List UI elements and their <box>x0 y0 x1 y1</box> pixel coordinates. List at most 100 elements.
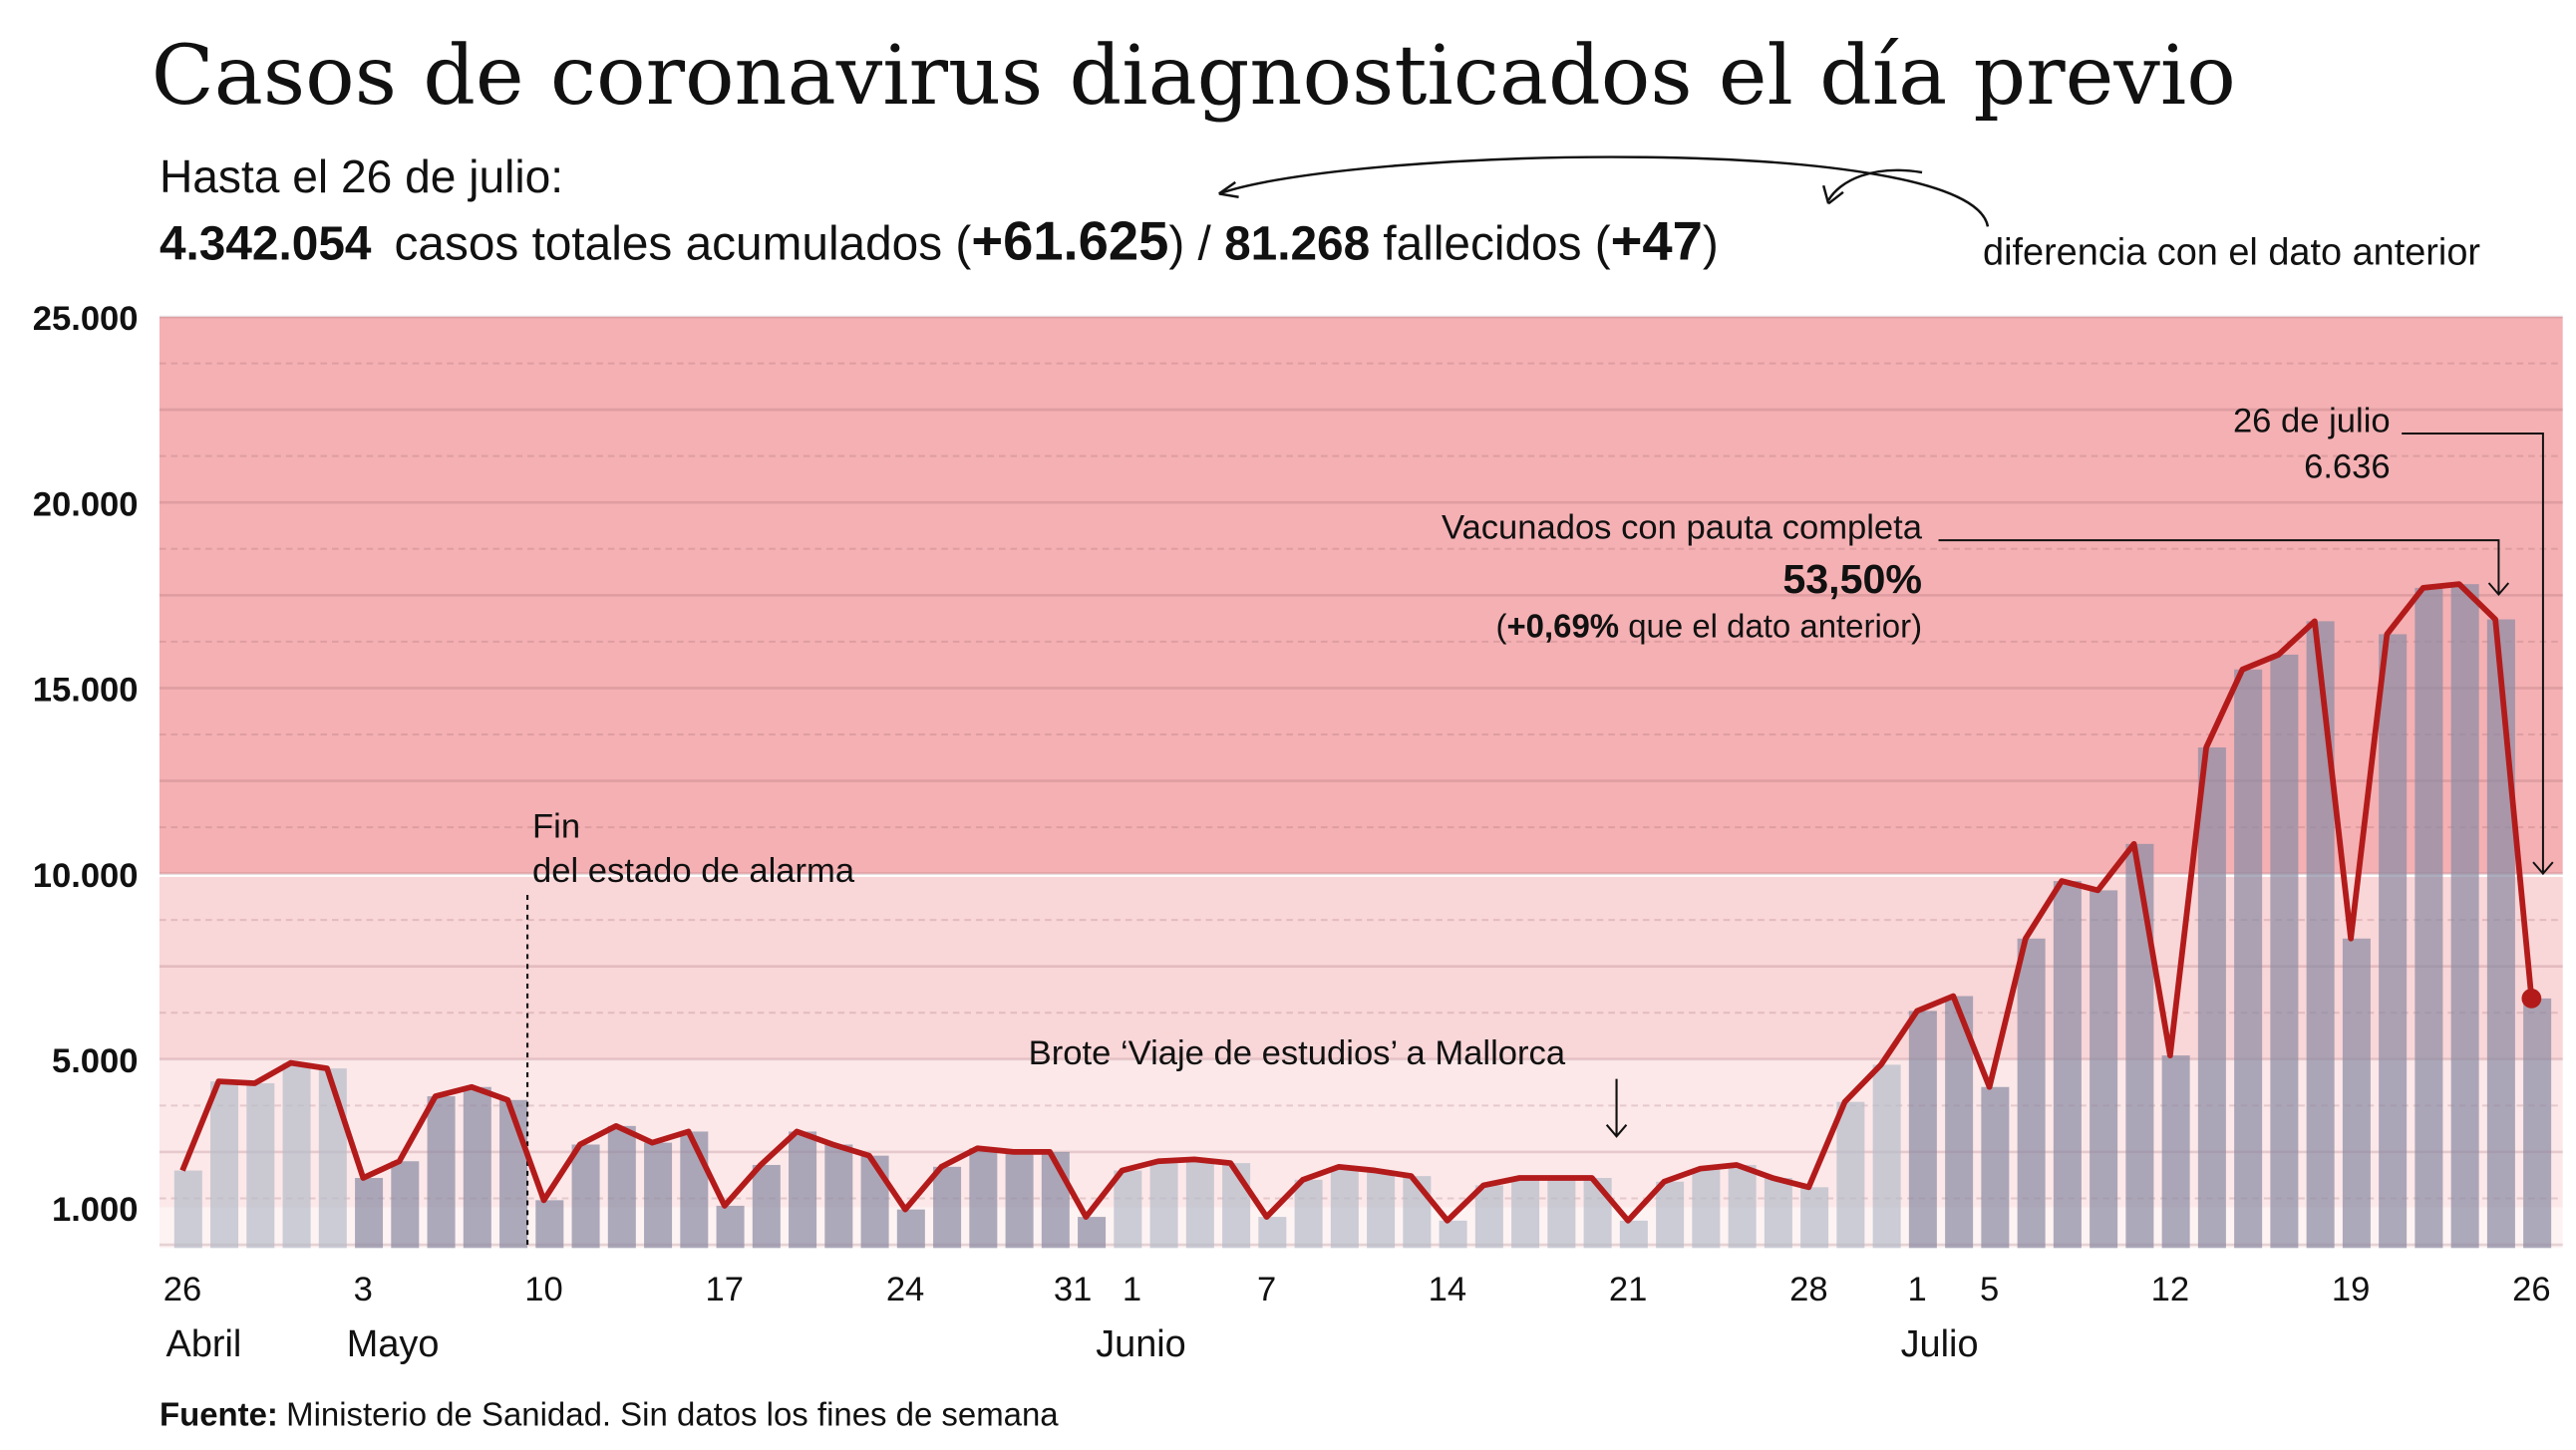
x-tick-label: 21 <box>1609 1271 1647 1308</box>
bar <box>860 1155 889 1249</box>
y-tick-label: 25.000 <box>33 300 139 338</box>
bar <box>318 1068 347 1249</box>
bar <box>1474 1185 1503 1249</box>
y-tick-label: 15.000 <box>33 672 139 710</box>
total-cases-label: casos totales acumulados ( <box>395 217 972 270</box>
x-tick-label: 12 <box>2151 1271 2189 1308</box>
x-tick-label: 3 <box>354 1271 373 1308</box>
bar <box>1403 1176 1432 1249</box>
bar <box>1005 1151 1034 1249</box>
bar <box>535 1200 564 1249</box>
bar <box>391 1161 420 1249</box>
bar <box>752 1164 781 1249</box>
band-mid <box>159 876 2563 1059</box>
bar <box>1547 1177 1576 1249</box>
outbreak-arrow-icon <box>1605 1078 1628 1138</box>
bar <box>1583 1177 1612 1249</box>
bar <box>1367 1170 1396 1249</box>
y-tick-label: 20.000 <box>33 485 139 523</box>
bar <box>1330 1166 1359 1249</box>
x-tick-label: 17 <box>706 1271 744 1308</box>
bar <box>571 1144 600 1249</box>
alarm-label-2: del estado de alarma <box>532 852 855 890</box>
bar <box>1728 1164 1757 1249</box>
bar <box>1078 1217 1107 1249</box>
bar <box>2415 587 2443 1249</box>
bars <box>173 584 2552 1249</box>
bar <box>1800 1187 1829 1249</box>
y-tick-label: 10.000 <box>33 857 139 895</box>
bar <box>427 1096 456 1249</box>
bar <box>1294 1179 1323 1249</box>
x-tick-label: 7 <box>1257 1271 1276 1308</box>
source-text: Ministerio de Sanidad. Sin datos los fin… <box>286 1395 1059 1432</box>
bar <box>173 1170 202 1249</box>
bar <box>1258 1217 1287 1249</box>
vacc-diff: +0,69% <box>1506 607 1619 644</box>
arrowhead-icon <box>1218 180 1239 198</box>
bar <box>210 1081 239 1249</box>
deaths-diff: +47 <box>1611 210 1703 271</box>
bar <box>1114 1170 1142 1249</box>
vacc-value: 53,50% <box>1782 556 1922 602</box>
x-tick-label: 19 <box>2332 1271 2370 1308</box>
bar <box>1692 1168 1721 1249</box>
arrowhead-icon <box>1821 184 1844 205</box>
x-tick-label: 26 <box>2512 1271 2550 1308</box>
vacc-diff-line: (+0,69% que el dato anterior) <box>1495 607 1922 644</box>
last-value-arrow-icon <box>2402 433 2554 876</box>
bar <box>644 1142 673 1249</box>
x-tick-label: 1 <box>1123 1271 1141 1308</box>
bar <box>1656 1181 1685 1249</box>
bar <box>1619 1220 1648 1249</box>
bar <box>2523 998 2552 1249</box>
bar <box>1981 1086 2010 1249</box>
vacc-label: Vacunados con pauta completa <box>1442 508 1923 546</box>
bar <box>2306 621 2335 1249</box>
source-label: Fuente: <box>160 1395 278 1432</box>
summary-line: 4.342.054 casos totales acumulados (+61.6… <box>160 210 1719 271</box>
month-label: Mayo <box>347 1323 440 1365</box>
cases-polyline <box>179 581 2535 1224</box>
bar <box>2017 938 2046 1249</box>
bar <box>2450 584 2479 1249</box>
bar <box>1149 1161 1178 1249</box>
bar <box>282 1062 311 1249</box>
outbreak-label: Brote ‘Viaje de estudios’ a Mallorca <box>1029 1034 1566 1072</box>
close-paren: ) <box>1703 217 1719 270</box>
x-tick-label: 24 <box>886 1271 924 1308</box>
alarm-label-1: Fin <box>532 807 580 845</box>
bar <box>2342 938 2371 1249</box>
cases-diff: +61.625 <box>971 210 1168 271</box>
bar <box>2234 669 2263 1249</box>
bar <box>246 1083 275 1249</box>
bar <box>896 1209 925 1249</box>
bar <box>2053 881 2082 1249</box>
last-value-label: 6.636 <box>2304 448 2391 486</box>
bar <box>1908 1011 1937 1249</box>
diff-arrow-deaths <box>1827 168 1923 201</box>
x-tick-label: 31 <box>1054 1271 1092 1308</box>
x-tick-label: 28 <box>1789 1271 1827 1308</box>
bar <box>1872 1064 1901 1249</box>
bar <box>680 1131 709 1249</box>
deaths-label: fallecidos ( <box>1383 217 1610 270</box>
x-tick-label: 14 <box>1429 1271 1466 1308</box>
bar <box>2090 890 2118 1249</box>
last-date-label: 26 de julio <box>2233 402 2391 439</box>
diff-note: diferencia con el dato anterior <box>1983 231 2480 273</box>
bar <box>2270 654 2299 1249</box>
bar <box>1511 1177 1540 1249</box>
bar <box>716 1205 745 1249</box>
y-tick-label: 5.000 <box>52 1042 139 1080</box>
x-tick-label: 5 <box>1980 1271 1999 1308</box>
bar <box>2197 747 2226 1249</box>
bar <box>1185 1159 1214 1249</box>
bar <box>2486 619 2515 1249</box>
source-note: Fuente: Ministerio de Sanidad. Sin datos … <box>160 1395 1059 1432</box>
bar <box>969 1148 998 1249</box>
bar <box>499 1099 528 1249</box>
bar <box>355 1177 384 1249</box>
bar <box>933 1166 962 1249</box>
